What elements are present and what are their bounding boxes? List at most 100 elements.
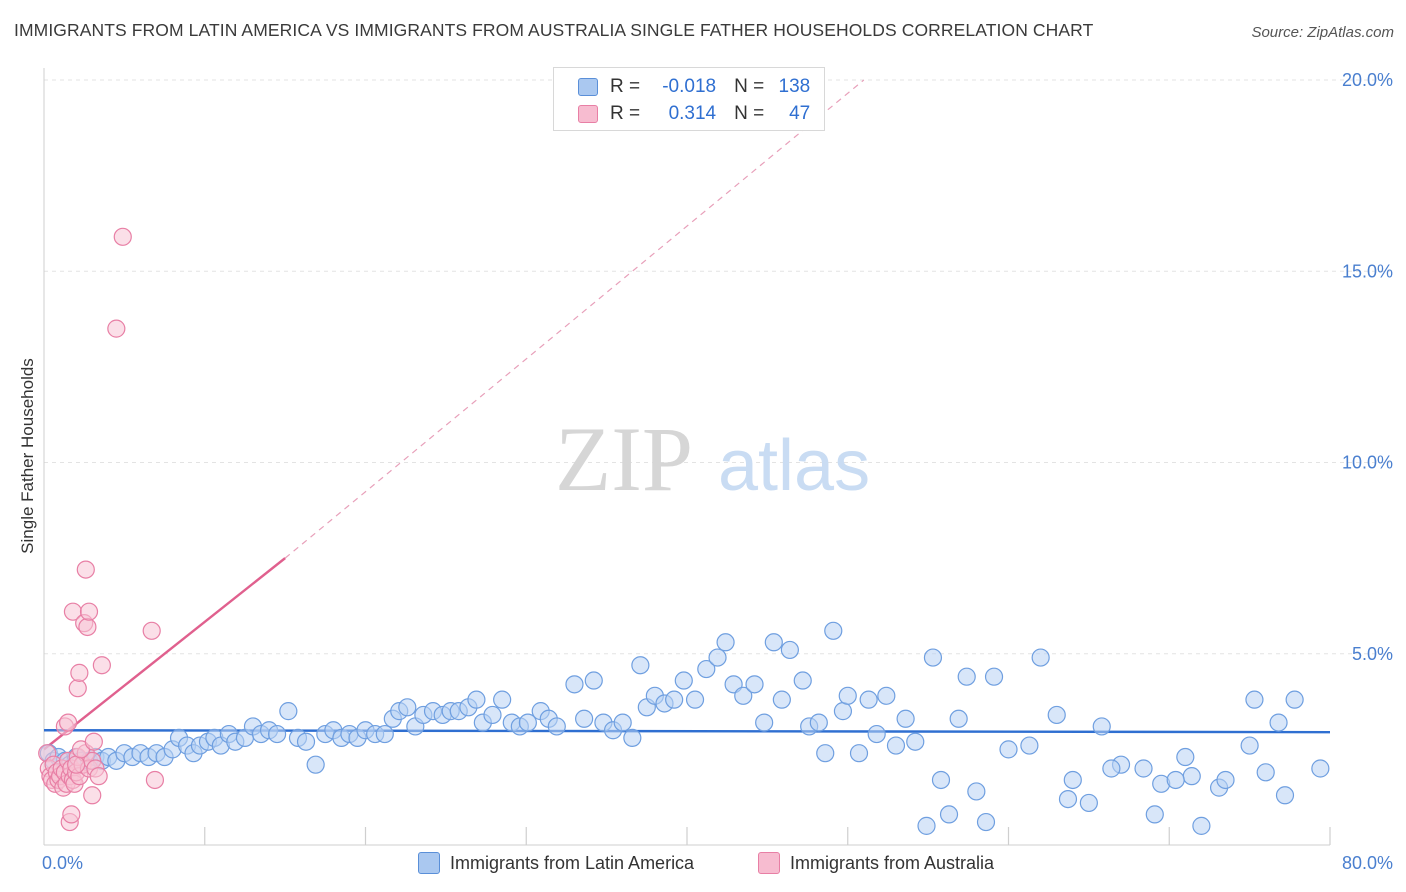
bottom-legend-australia: Immigrants from Australia (758, 852, 994, 874)
point-australia (68, 679, 87, 698)
point-australia (92, 656, 111, 675)
point-latin-america (1245, 690, 1264, 709)
y-tick-label: 10.0% (1342, 453, 1393, 473)
point-latin-america (375, 724, 394, 744)
point-latin-america (1275, 786, 1295, 805)
legend-n-value: 138 (778, 76, 811, 97)
point-latin-america (838, 686, 857, 705)
bottom-legend-latin-america: Immigrants from Latin America (418, 852, 694, 874)
point-australia (113, 227, 132, 246)
point-australia (78, 617, 97, 637)
point-latin-america (949, 709, 968, 728)
point-latin-america (1176, 747, 1195, 767)
point-latin-america (613, 713, 632, 732)
point-latin-america (685, 690, 705, 709)
watermark-zip: ZIP (555, 408, 693, 510)
point-latin-america (1079, 793, 1098, 813)
point-latin-america (493, 690, 512, 709)
point-latin-america (984, 667, 1004, 686)
point-latin-america (1269, 713, 1288, 732)
point-australia (145, 770, 165, 790)
point-latin-america (1311, 759, 1330, 778)
point-latin-america (1058, 789, 1078, 809)
point-latin-america (296, 732, 316, 751)
point-latin-america (867, 724, 886, 744)
point-latin-america (1166, 770, 1185, 790)
point-latin-america (917, 816, 936, 835)
legend-r-label: R = (610, 76, 641, 97)
point-latin-america (1240, 736, 1259, 755)
point-latin-america (816, 744, 835, 763)
legend-swatch-latin-america (578, 78, 598, 96)
point-latin-america (906, 732, 925, 751)
point-australia (89, 767, 108, 786)
point-australia (67, 755, 86, 774)
point-latin-america (1256, 763, 1275, 782)
point-latin-america (877, 686, 896, 705)
point-latin-america (939, 805, 959, 824)
bottom-legend-swatch-australia (758, 852, 780, 874)
point-latin-america (665, 690, 684, 709)
point-latin-america (859, 690, 878, 709)
point-latin-america (1145, 805, 1164, 824)
point-latin-america (957, 667, 976, 686)
point-latin-america (833, 702, 853, 721)
point-latin-america (793, 671, 812, 690)
point-latin-america (923, 648, 943, 667)
legend-r-value: -0.018 (662, 76, 717, 97)
point-australia (59, 713, 78, 732)
point-latin-america (623, 728, 642, 748)
point-australia (142, 621, 161, 640)
point-latin-america (809, 713, 828, 732)
point-latin-america (1134, 759, 1153, 778)
point-latin-america (267, 724, 287, 744)
point-latin-america (967, 782, 986, 801)
point-latin-america (279, 702, 298, 721)
point-australia (83, 786, 102, 805)
grid-lines (43, 68, 1390, 846)
point-latin-america (1020, 736, 1039, 755)
point-latin-america (1192, 816, 1211, 835)
point-latin-america (764, 633, 783, 652)
point-latin-america (467, 690, 486, 709)
trend-line-australia (43, 557, 286, 751)
point-australia (107, 319, 126, 338)
chart-title: IMMIGRANTS FROM LATIN AMERICA VS IMMIGRA… (14, 20, 1094, 40)
point-latin-america (306, 755, 325, 774)
watermark-atlas: atlas (718, 426, 870, 506)
point-latin-america (976, 812, 996, 832)
point-latin-america (575, 709, 594, 728)
point-latin-america (896, 709, 915, 728)
point-latin-america (999, 740, 1018, 759)
bottom-legend-swatch-latin-america (418, 852, 440, 874)
point-latin-america (1102, 759, 1121, 778)
point-latin-america (824, 621, 843, 640)
legend-swatch-australia (578, 105, 598, 123)
data-points (38, 227, 1330, 835)
point-latin-america (1031, 648, 1050, 667)
point-australia (84, 732, 103, 751)
source-label: Source: ZipAtlas.com (1251, 24, 1394, 41)
legend-row-latin-america: R = -0.018 N = 138 (578, 76, 810, 98)
legend-n-label: N = (734, 103, 765, 124)
point-latin-america (886, 736, 906, 755)
point-latin-america (716, 633, 735, 652)
point-latin-america (755, 713, 774, 732)
point-latin-america (734, 686, 753, 705)
point-latin-america (518, 713, 537, 732)
point-latin-america (565, 675, 584, 694)
y-tick-label: 20.0% (1342, 70, 1393, 90)
correlation-legend: R = -0.018 N = 138 R = 0.314 N = 47 (553, 67, 825, 131)
point-latin-america (780, 640, 799, 660)
point-australia (79, 602, 99, 621)
trend-extension-australia (284, 79, 865, 559)
bottom-legend-label-latin-america: Immigrants from Latin America (450, 852, 695, 873)
point-latin-america (398, 698, 417, 717)
x-tick-label: 0.0% (42, 853, 83, 873)
point-latin-america (1047, 705, 1066, 725)
point-latin-america (1092, 717, 1111, 736)
point-latin-america (483, 705, 502, 725)
point-latin-america (631, 656, 650, 675)
point-latin-america (584, 671, 603, 690)
